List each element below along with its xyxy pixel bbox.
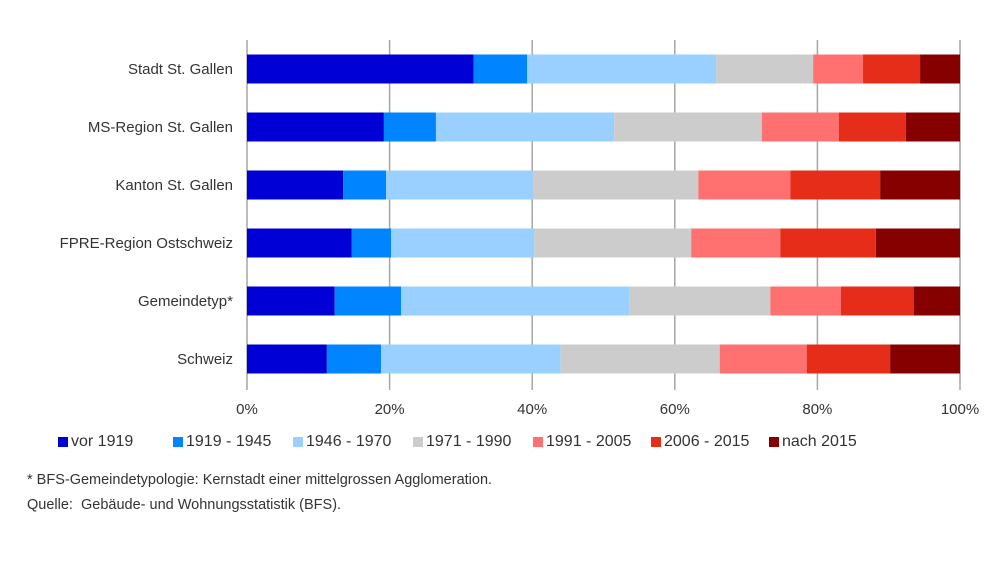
bar-segment <box>560 344 720 374</box>
legend-swatch-icon <box>413 437 423 447</box>
bar-segment <box>527 54 717 84</box>
bar-segment <box>534 228 692 258</box>
legend: vor 1919 1919 - 1945 1946 - 1970 1971 - 199… <box>58 433 889 451</box>
legend-label: vor 1919 <box>71 433 134 450</box>
bar-segment <box>386 170 533 200</box>
bar-segment <box>435 112 615 142</box>
legend-label: 1946 - 1970 <box>306 433 392 450</box>
category-labels: Stadt St. Gallen MS-Region St. Gallen Kant… <box>60 61 234 368</box>
bar-segment <box>334 286 402 316</box>
bar-segment <box>905 112 960 142</box>
bar-segment <box>383 112 436 142</box>
bar-segment <box>790 170 881 200</box>
legend-swatch-icon <box>293 437 303 447</box>
bar-segment <box>875 228 960 258</box>
bar-segment <box>247 286 335 316</box>
x-tick-label: 60% <box>660 401 690 418</box>
bar-segment <box>351 228 392 258</box>
x-tick-labels: 0% 20% 40% 60% 80% 100% <box>236 401 979 418</box>
category-label: Kanton St. Gallen <box>115 177 233 194</box>
bars <box>247 54 960 374</box>
bar-segment <box>840 286 914 316</box>
bar-segment <box>813 54 864 84</box>
bar-segment <box>614 112 762 142</box>
bar-segment <box>473 54 528 84</box>
legend-label: nach 2015 <box>782 433 857 450</box>
bar-segment <box>247 112 384 142</box>
bar-segment <box>913 286 960 316</box>
legend-item: 1971 - 1990 <box>413 433 533 451</box>
legend-item: vor 1919 <box>58 433 173 451</box>
category-label: Stadt St. Gallen <box>128 61 233 78</box>
x-tick-label: 80% <box>802 401 832 418</box>
bar-segment <box>770 286 841 316</box>
category-label: MS-Region St. Gallen <box>88 119 233 136</box>
bar-segment <box>381 344 561 374</box>
x-tick-label: 40% <box>517 401 547 418</box>
legend-swatch-icon <box>173 437 183 447</box>
bar-segment <box>247 54 474 84</box>
bar-segment <box>780 228 876 258</box>
bar-segment <box>691 228 781 258</box>
legend-item: 2006 - 2015 <box>651 433 769 451</box>
bar-segment <box>880 170 960 200</box>
stacked-bar-chart: Stadt St. Gallen MS-Region St. Gallen Kant… <box>60 40 979 418</box>
bar-segment <box>761 112 839 142</box>
bar-segment <box>629 286 771 316</box>
category-label: FPRE-Region Ostschweiz <box>60 235 233 252</box>
bar-segment <box>326 344 382 374</box>
category-label: Schweiz <box>177 351 233 368</box>
legend-item: 1991 - 2005 <box>533 433 651 451</box>
bar-segment <box>806 344 891 374</box>
legend-item: 1946 - 1970 <box>293 433 413 451</box>
legend-swatch-icon <box>533 437 543 447</box>
bar-segment <box>391 228 535 258</box>
footnote-typology: * BFS-Gemeindetypologie: Kernstadt einer… <box>27 472 493 488</box>
bar-segment <box>890 344 960 374</box>
x-tick-label: 20% <box>375 401 405 418</box>
bar-segment <box>247 228 352 258</box>
bar-segment <box>343 170 387 200</box>
bar-segment <box>401 286 630 316</box>
legend-swatch-icon <box>769 437 779 447</box>
legend-swatch-icon <box>651 437 661 447</box>
footnote-source: Quelle: Gebäude- und Wohnungsstatistik (… <box>27 497 342 513</box>
bar-segment <box>698 170 791 200</box>
legend-label: 1919 - 1945 <box>186 433 272 450</box>
legend-label: 2006 - 2015 <box>664 433 750 450</box>
bar-segment <box>247 170 344 200</box>
legend-label: 1991 - 2005 <box>546 433 632 450</box>
category-label: Gemeindetyp* <box>138 293 233 310</box>
bar-segment <box>920 54 960 84</box>
gridlines <box>246 40 961 390</box>
legend-label: 1971 - 1990 <box>426 433 512 450</box>
bar-segment <box>719 344 807 374</box>
legend-item: nach 2015 <box>769 433 889 451</box>
bar-segment <box>716 54 814 84</box>
x-tick-label: 0% <box>236 401 258 418</box>
legend-swatch-icon <box>58 437 68 447</box>
bar-segment <box>863 54 921 84</box>
bar-segment <box>247 344 327 374</box>
legend-item: 1919 - 1945 <box>173 433 293 451</box>
bar-segment <box>532 170 699 200</box>
x-tick-label: 100% <box>941 401 979 418</box>
bar-segment <box>838 112 906 142</box>
